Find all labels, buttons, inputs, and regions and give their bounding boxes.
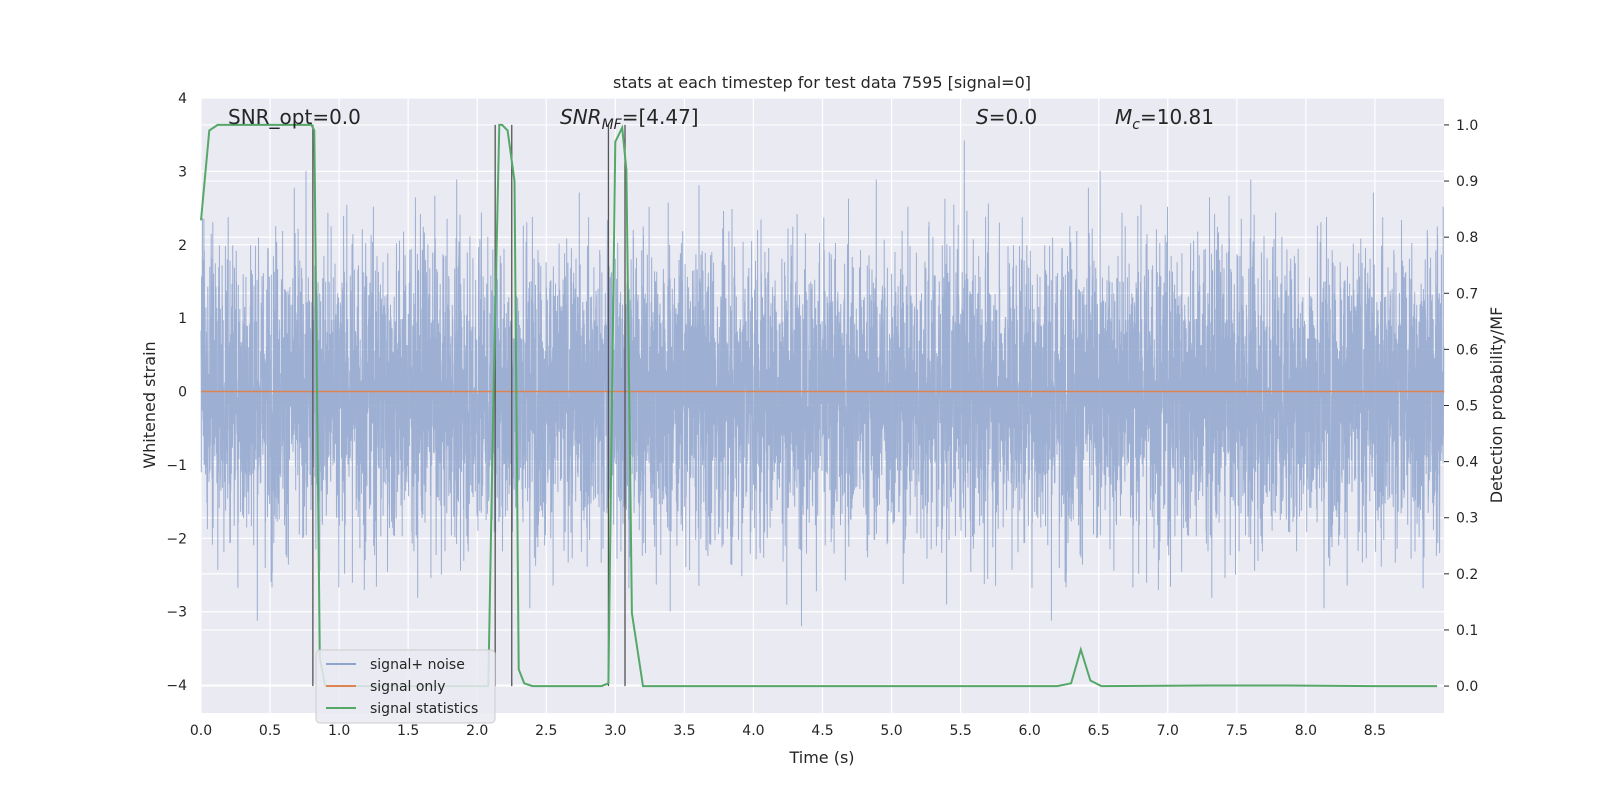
x-tick-label: 6.0	[1019, 723, 1041, 739]
legend-box	[315, 649, 496, 724]
s-italic: S	[976, 105, 989, 129]
legend-label-signal-noise: signal+ noise	[370, 657, 465, 673]
y2-tick-label: 0.5	[1456, 399, 1478, 415]
y2-tick-label: 0.9	[1456, 174, 1478, 190]
x-tick-label: 7.5	[1226, 723, 1248, 739]
y2-tick-label: 0.6	[1456, 342, 1478, 358]
y-tick-label: 4	[178, 91, 187, 107]
x-tick-label: 5.0	[880, 723, 902, 739]
legend-label-signal-statistics: signal statistics	[370, 701, 478, 717]
y2-tick-label: 0.2	[1456, 567, 1478, 583]
x-tick-label: 3.0	[604, 723, 626, 739]
y2-tick-label: 0.0	[1456, 679, 1478, 695]
y-axis-label: Whitened strain	[140, 341, 159, 468]
x-tick-label: 0.5	[259, 723, 281, 739]
x-tick-label: 4.0	[742, 723, 764, 739]
y-tick-label: 3	[178, 164, 187, 180]
y2-tick-label: 0.8	[1456, 230, 1478, 246]
chart-title: stats at each timestep for test data 759…	[613, 73, 1031, 92]
y2-tick-label: 0.1	[1456, 623, 1478, 639]
y-tick-label: −3	[166, 605, 187, 621]
x-axis-label: Time (s)	[788, 748, 854, 767]
snr-mf-main: SNR	[560, 105, 602, 129]
s-value: =0.0	[989, 105, 1038, 129]
legend: signal+ noise signal only signal statist…	[315, 649, 496, 724]
marker-lines	[312, 124, 626, 687]
legend-label-signal-only: signal only	[370, 679, 445, 695]
y2-tick-label: 0.3	[1456, 511, 1478, 527]
x-tick-label: 1.0	[328, 723, 350, 739]
x-tick-label: 2.5	[535, 723, 557, 739]
snr-opt-annotation: SNR_opt=0.0	[228, 105, 361, 129]
y2-axis-label: Detection probability/MF	[1487, 307, 1506, 504]
y-tick-label: −4	[166, 678, 187, 694]
x-tick-label: 0.0	[190, 723, 212, 739]
mc-annotation: Mc=10.81	[1115, 105, 1214, 133]
x-tick-label: 4.5	[811, 723, 833, 739]
snr-mf-sub: MF	[602, 117, 623, 133]
x-tick-label: 8.0	[1295, 723, 1317, 739]
y-tick-label: 1	[178, 311, 187, 327]
y-tick-label: −2	[166, 531, 187, 547]
y2-tick-label: 0.4	[1456, 455, 1478, 471]
series-signal-noise	[200, 140, 1445, 627]
x-tick-label: 1.5	[397, 723, 419, 739]
y-tick-label: 2	[178, 238, 187, 254]
mc-sub: c	[1132, 117, 1140, 133]
x-tick-label: 7.0	[1157, 723, 1179, 739]
snr-mf-value: =[4.47]	[622, 105, 699, 129]
y-axis-ticks: 4 3 2 1 0 −1 −2 −3 −4	[166, 91, 187, 694]
x-axis-ticks: 0.0 0.5 1.0 1.5 2.0 2.5 3.0 3.5 4.0 4.5 5.0 5.5 6.0 6…	[190, 723, 1386, 739]
y-tick-label: −1	[166, 458, 187, 474]
signal-noise-line	[200, 140, 1445, 627]
x-tick-label: 6.5	[1088, 723, 1110, 739]
x-tick-label: 5.5	[949, 723, 971, 739]
s-annotation: S=0.0	[976, 105, 1037, 129]
x-tick-label: 2.0	[466, 723, 488, 739]
x-tick-label: 3.5	[673, 723, 695, 739]
x-tick-label: 8.5	[1364, 723, 1386, 739]
y2-tick-label: 0.7	[1456, 286, 1478, 302]
y2-tick-label: 1.0	[1456, 118, 1478, 134]
mc-value: =10.81	[1140, 105, 1214, 129]
y2-axis-ticks: 1.0 0.9 0.8 0.7 0.6 0.5 0.4 0.3 0.2 0.1 0.0	[1444, 118, 1478, 695]
mc-main: M	[1115, 105, 1132, 129]
y-tick-label: 0	[178, 385, 187, 401]
snr-mf-annotation: SNRMF=[4.47]	[560, 105, 699, 133]
